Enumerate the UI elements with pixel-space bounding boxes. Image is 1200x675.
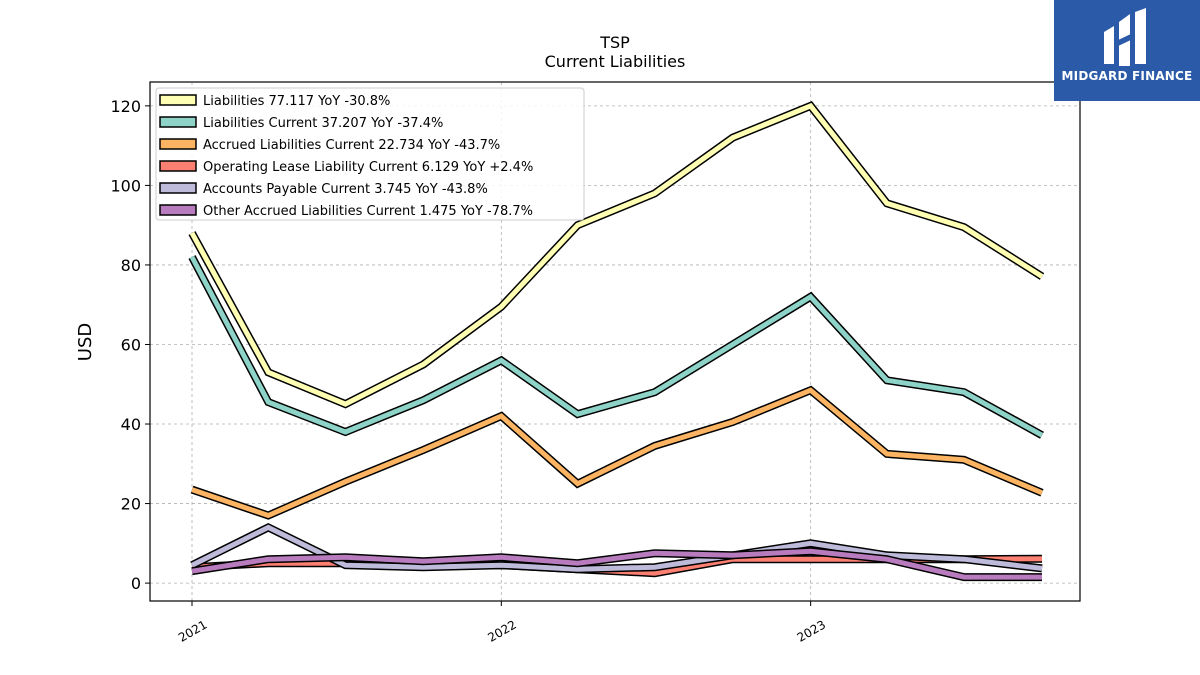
x-ticks: 2021 2022 2023 [176,601,828,645]
y-ticks: 0 20 40 60 80 100 120 [110,97,150,593]
y-tick-label: 20 [121,495,141,514]
y-tick-label: 80 [121,256,141,275]
legend-label: Operating Lease Liability Current 6.129 … [203,160,533,175]
y-axis-label: USD [75,323,96,361]
y-tick-label: 0 [131,574,141,593]
y-tick-label: 100 [110,176,141,195]
legend-label: Accounts Payable Current 3.745 YoY -43.8… [203,182,488,197]
y-tick-label: 60 [121,335,141,354]
legend-label: Other Accrued Liabilities Current 1.475 … [203,204,533,219]
legend-swatch [159,116,197,128]
plot-frame [149,81,1081,602]
legend-swatch [159,182,197,194]
chart-title: TSP [599,33,630,52]
series-lines [188,101,1045,582]
x-tick-label: 2021 [176,617,209,644]
chart-subtitle: Current Liabilities [545,52,686,71]
x-tick-label: 2023 [795,617,828,644]
legend-swatch [159,138,197,150]
brand-logo: MIDGARD FINANCE [1054,0,1200,101]
grid [150,82,1080,601]
legend-label: Liabilities Current 37.207 YoY -37.4% [203,116,443,131]
legend-swatch [159,204,197,216]
legend-box [155,87,585,221]
series-outline [190,385,1044,520]
legend-label: Accrued Liabilities Current 22.734 YoY -… [203,138,500,153]
series-line [189,102,1044,407]
series-line [191,548,1042,580]
series-outline [188,255,1044,439]
series-line [189,255,1044,438]
legend-label: Liabilities 77.117 YoY -30.8% [203,94,390,109]
x-tick-label: 2022 [485,617,518,644]
series-line [191,387,1043,519]
brand-name: MIDGARD FINANCE [1061,69,1193,83]
logo-mark-icon [1104,8,1146,66]
legend-swatch [159,94,197,106]
legend-swatch [159,160,197,172]
legend: Liabilities 77.117 YoY -30.8% Liabilities… [155,87,585,221]
y-tick-label: 40 [121,415,141,434]
y-tick-label: 120 [110,97,141,116]
